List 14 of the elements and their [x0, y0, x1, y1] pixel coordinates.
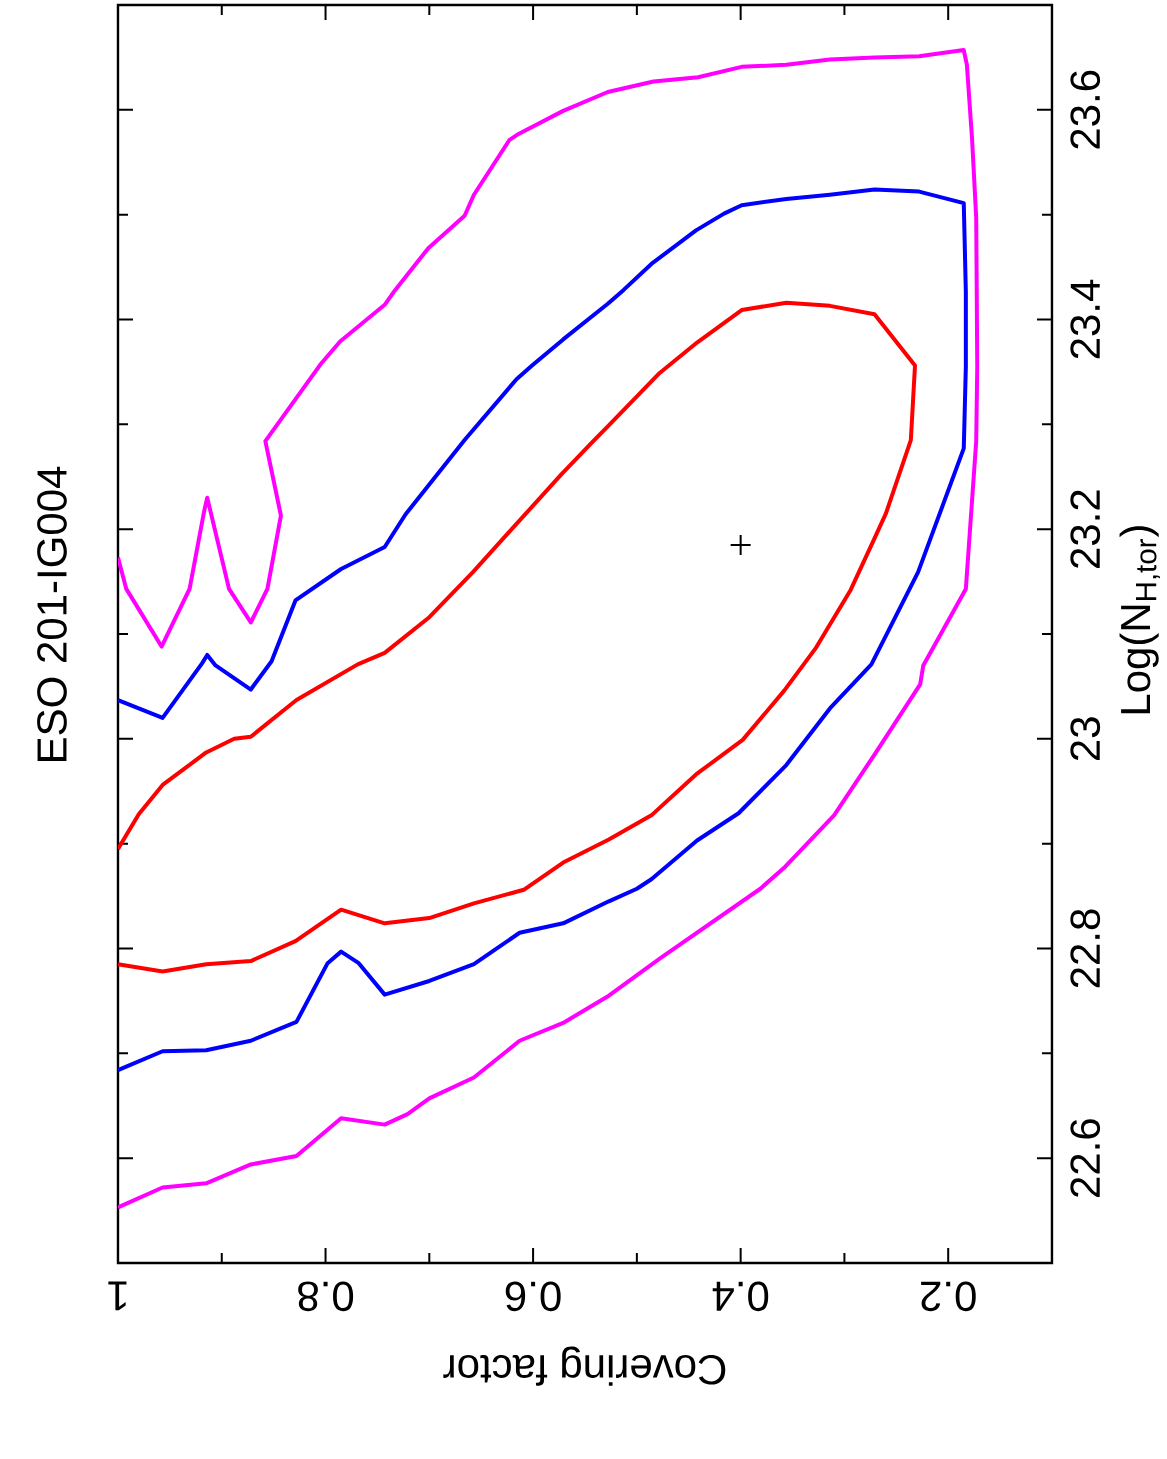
y-tick-label: 22.8 [1070, 909, 1101, 988]
y-tick-label: 23.4 [1070, 279, 1101, 359]
y-axis-title: Log(N$_{H,tor}$) [1119, 526, 1160, 714]
x-tick-label: 0.6 [505, 1281, 561, 1312]
y-tick-label: 23.2 [1070, 490, 1101, 568]
x-tick-label: 0.4 [712, 1281, 769, 1312]
y-tick-label: 23 [1070, 717, 1101, 761]
x-tick-label: 0.2 [921, 1281, 976, 1312]
x-tick-label: 1 [108, 1281, 127, 1311]
y-tick-label: 22.6 [1070, 1119, 1101, 1197]
x-tick-label: 0.8 [298, 1281, 354, 1312]
y-tick-label: 23.6 [1070, 70, 1101, 149]
text: ESO 201-IG004 [37, 466, 67, 761]
x-axis-title: Covering factor [443, 1346, 726, 1386]
